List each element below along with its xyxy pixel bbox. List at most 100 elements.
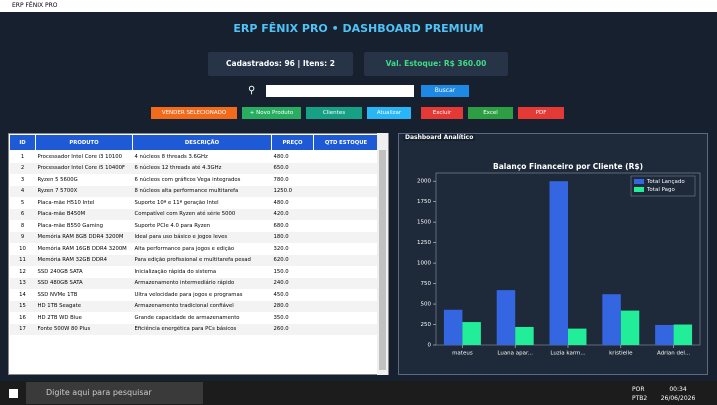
table-cell: 650.0 (271, 162, 314, 174)
table-cell: Grande capacidade de armazenamento (134, 314, 240, 321)
bar (568, 328, 587, 345)
table-cell: 14 (19, 291, 26, 298)
table-cell: Placa-mãe B550 Gaming (37, 222, 103, 229)
table-cell (313, 254, 379, 266)
table-cell: Eficiência energética para PCs básicos (132, 323, 272, 335)
window-title: ERP FÊNIX PRO (12, 2, 58, 9)
table-row[interactable]: 14 SSD NVMe 1TB Ultra velocidade para jogo… (10, 289, 379, 301)
table-cell: Alta performance para jogos e edição (134, 245, 235, 252)
table-row[interactable]: 9 Memória RAM 8GB DDR4 3200M Ideal para us… (9, 231, 379, 243)
start-button[interactable] (9, 389, 18, 398)
table-cell: Inicialização rápida do sistema (134, 268, 217, 275)
table-cell: 6 (9, 208, 36, 220)
x-tick-label: mateus (452, 351, 473, 357)
y-tick-label: 1250 (417, 240, 431, 246)
table-cell (314, 289, 379, 301)
y-tick-label: 1500 (417, 220, 431, 226)
legend-swatch (634, 187, 644, 192)
bar (620, 310, 640, 345)
table-cell: Ultra velocidade para jogos e programas (134, 291, 243, 298)
table-row[interactable]: 1 Processador Intel Core i3 10100 4 núcleo… (10, 151, 379, 163)
table-cell: Placa-mãe H510 Intel (37, 199, 95, 206)
table-cell: Processador Intel Core i3 10100 (37, 153, 123, 160)
table-row[interactable]: 11 Memória RAM 32GB DDR4 Para edição profi… (9, 254, 379, 266)
table-cell: 13 (9, 277, 36, 289)
clock-date: 26/06/2026 (660, 395, 696, 402)
table-cell: 11 (9, 254, 36, 266)
table-cell: 9 (9, 231, 36, 243)
table-row[interactable]: 12 SSD 240GB SATA Inicialização rápida do … (10, 266, 379, 278)
table-cell: 480.0 (273, 199, 289, 206)
taskbar-search[interactable]: Digite aqui para pesquisar (26, 382, 203, 404)
table-cell (313, 162, 379, 174)
panel-title: Dashboard Analítico (403, 134, 476, 141)
bar (602, 294, 621, 345)
table-row[interactable]: 10 Memória RAM 16GB DDR4 3200M Alta perfor… (10, 243, 379, 255)
table-cell: HD 2TB WD Blue (37, 314, 82, 321)
search-icon: ⚲ (248, 85, 256, 96)
table-cell: Suporte 10ª e 11ª geração Intel (134, 199, 219, 206)
table-cell: 1250.0 (271, 185, 314, 197)
table-row[interactable]: 13 SSD 480GB SATA Armazenamento intermediá… (9, 277, 379, 289)
table-cell: 240.0 (271, 277, 314, 289)
table-row[interactable]: 6 Placa-mãe B450M Compatível com Ryzen até… (9, 208, 379, 220)
column-header: PREÇO (271, 134, 314, 151)
table-row[interactable]: 15 HD 1TB Seagate Armazenamento tradiciona… (9, 300, 379, 312)
toolbar: VENDER SELECIONADO + Novo Produto Clientes… (151, 107, 564, 119)
x-tick-label: Luzia karm... (550, 351, 585, 357)
table-cell (314, 151, 379, 163)
table-cell (313, 300, 379, 312)
toolbar-button[interactable]: Excluir (421, 107, 463, 119)
bar (443, 309, 463, 345)
table-cell: Memória RAM 16GB DDR4 3200M (37, 245, 127, 252)
bar (673, 324, 693, 345)
table-cell: 150.0 (273, 268, 289, 275)
table-cell: 8 núcleos alta performance multitarefa (132, 185, 272, 197)
table-cell: 180.0 (271, 231, 314, 243)
y-tick-label: 0 (428, 343, 432, 349)
table-row[interactable]: 2 Processador Intel Core i5 10400F 6 núcle… (9, 162, 379, 174)
table-cell: 320.0 (273, 245, 289, 252)
legend-label: Total Pago (646, 187, 676, 193)
toolbar-button[interactable]: VENDER SELECIONADO (151, 107, 237, 119)
table-cell: Memória RAM 8GB DDR4 3200M (35, 231, 133, 243)
table-cell (313, 231, 379, 243)
bar (515, 326, 534, 345)
table-cell: 4 (9, 185, 36, 197)
table-cell (314, 266, 379, 278)
table-cell: 2 (9, 162, 36, 174)
table-cell: 1 (20, 153, 25, 160)
table-cell: 4 núcleos 8 threads 3.6GHz (134, 153, 208, 160)
y-tick-label: 500 (421, 302, 432, 308)
toolbar-button[interactable]: Atualizar (367, 107, 411, 119)
column-header: ID (9, 134, 36, 151)
table-panel: ID PRODUTO DESCRIÇÃO PREÇO QTD ESTOQUE 1 Proc… (8, 133, 389, 375)
toolbar-button[interactable]: + Novo Produto (242, 107, 301, 119)
table-cell: 6 núcleos 12 threads até 4.3GHz (132, 162, 272, 174)
table-cell: HD 1TB Seagate (35, 300, 133, 312)
table-row[interactable]: 16 HD 2TB WD Blue Grande capacidade de arm… (10, 312, 379, 324)
table-row[interactable]: 3 Ryzen 5 5600G 6 núcleos com gráficos Veg… (10, 174, 379, 186)
table-cell: 16 (19, 314, 26, 321)
toolbar-button[interactable]: Excel (468, 107, 513, 119)
search-input[interactable] (266, 85, 414, 97)
table-cell: 5 (20, 199, 25, 206)
x-tick-label: Adrian del... (657, 351, 690, 357)
toolbar-button[interactable]: Clientes (306, 107, 362, 119)
table-cell: Fonte 500W 80 Plus (35, 323, 133, 335)
table-row[interactable]: 8 Placa-mãe B550 Gaming Suporte PCIe 4.0 p… (10, 220, 379, 232)
table-cell: Para edição profissional e multitarefa p… (132, 254, 272, 266)
y-tick-label: 1750 (417, 199, 431, 205)
toolbar-button[interactable]: PDF (518, 107, 564, 119)
table-cell: 12 (19, 268, 26, 275)
table-cell: 350.0 (273, 314, 289, 321)
table-row[interactable]: 17 Fonte 500W 80 Plus Eficiência energétic… (9, 323, 379, 335)
table-row[interactable]: 4 Ryzen 7 5700X 8 núcleos alta performance… (9, 185, 379, 197)
table-row[interactable]: 5 Placa-mãe H510 Intel Suporte 10ª e 11ª g… (10, 197, 379, 209)
bar (549, 181, 568, 345)
search-button[interactable]: Buscar (421, 85, 469, 97)
bar (496, 290, 516, 345)
legend-label: Total Lançado (646, 179, 685, 185)
scroll-thumb[interactable] (379, 150, 386, 370)
table-cell: 8 (20, 222, 25, 229)
